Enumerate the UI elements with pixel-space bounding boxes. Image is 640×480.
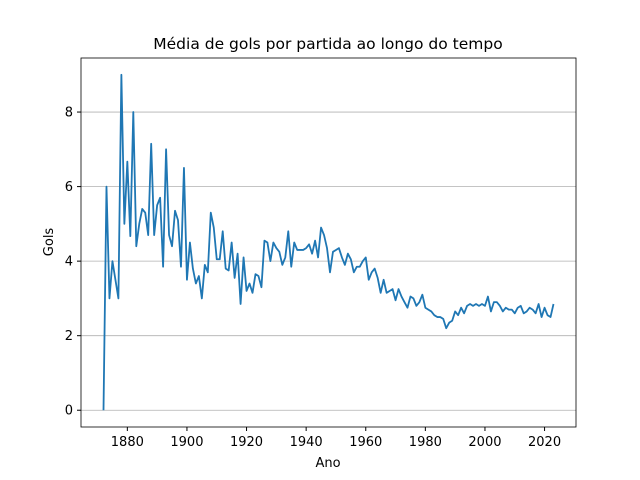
x-tick-label: 2020 [528, 435, 561, 450]
x-tick-label: 1940 [290, 435, 323, 450]
y-tick-label: 2 [65, 329, 73, 344]
x-axis-label: Ano [315, 456, 340, 471]
y-tick-label: 6 [65, 180, 73, 195]
plot-frame [80, 57, 577, 428]
x-tick-label: 1960 [349, 435, 382, 450]
y-tick-label: 8 [65, 106, 73, 121]
x-tick-label: 2000 [468, 435, 501, 450]
y-tick-label: 4 [65, 255, 73, 270]
y-axis-label: Gols [42, 228, 57, 257]
x-tick-label: 1980 [409, 435, 442, 450]
x-tick-label: 1920 [230, 435, 263, 450]
y-tick-label: 0 [65, 404, 73, 419]
x-tick-label: 1900 [170, 435, 203, 450]
data-line [102, 73, 555, 411]
x-tick-label: 1880 [111, 435, 144, 450]
chart-title: Média de gols por partida ao longo do te… [153, 35, 502, 53]
